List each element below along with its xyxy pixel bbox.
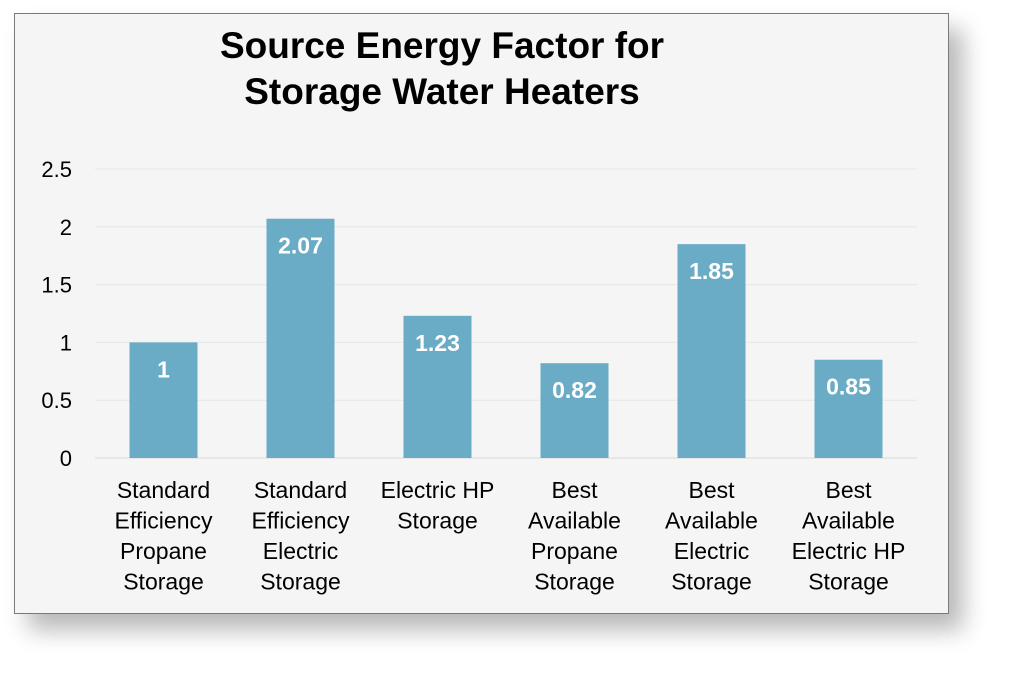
chart-title-line: Storage Water Heaters	[244, 71, 640, 112]
gridlines	[95, 168, 917, 459]
y-tick-label: 0	[60, 446, 72, 471]
data-label: 0.82	[552, 377, 597, 403]
data-label: 1	[157, 356, 170, 382]
y-tick-label: 2	[60, 215, 72, 240]
data-label: 1.85	[689, 258, 734, 284]
x-category-label: Best	[551, 477, 598, 503]
bar	[814, 359, 883, 458]
bar	[266, 218, 335, 458]
data-label: 2.07	[278, 233, 323, 259]
x-category-label: Available	[528, 508, 621, 534]
x-category-label: Storage	[123, 569, 204, 595]
x-category-label: Standard	[254, 477, 347, 503]
data-label: 0.85	[826, 374, 871, 400]
x-category-label: Electric HP	[381, 477, 495, 503]
x-category-label: Best	[825, 477, 872, 503]
bar-chart: Source Energy Factor for Storage Water He…	[41, 25, 917, 595]
bars	[129, 218, 883, 458]
data-label: 1.23	[415, 330, 460, 356]
x-category-label: Electric	[263, 538, 338, 564]
chart-title: Source Energy Factor for Storage Water He…	[220, 25, 664, 112]
x-axis-categories: Standard Efficiency Propane Storage Standard…	[114, 477, 905, 595]
x-category-label: Electric	[674, 538, 749, 564]
x-category-label: Electric HP	[792, 538, 906, 564]
chart-frame: Source Energy Factor for Storage Water He…	[14, 13, 949, 614]
x-category-label: Efficiency	[114, 508, 213, 534]
y-tick-label: 2.5	[41, 157, 72, 182]
bar	[129, 342, 198, 458]
x-category-label: Best	[688, 477, 735, 503]
chart-title-line: Source Energy Factor for	[220, 25, 664, 66]
x-category-label: Storage	[671, 569, 752, 595]
bar	[403, 315, 472, 458]
y-axis-ticks: 0 0.5 1 1.5 2 2.5	[41, 157, 72, 471]
x-category-label: Efficiency	[251, 508, 350, 534]
x-category-label: Storage	[260, 569, 341, 595]
x-category-label: Available	[802, 508, 895, 534]
y-tick-label: 1	[60, 330, 72, 355]
bar	[540, 363, 609, 458]
y-tick-label: 0.5	[41, 388, 72, 413]
value-labels: 1 2.07 1.23 0.82 1.85 0.85	[157, 233, 871, 404]
bar	[677, 244, 746, 458]
x-category-label: Standard	[117, 477, 210, 503]
x-category-label: Available	[665, 508, 758, 534]
y-tick-label: 1.5	[41, 273, 72, 298]
x-category-label: Storage	[808, 569, 889, 595]
x-category-label: Propane	[120, 538, 207, 564]
x-category-label: Propane	[531, 538, 618, 564]
x-category-label: Storage	[534, 569, 615, 595]
x-category-label: Storage	[397, 508, 478, 534]
